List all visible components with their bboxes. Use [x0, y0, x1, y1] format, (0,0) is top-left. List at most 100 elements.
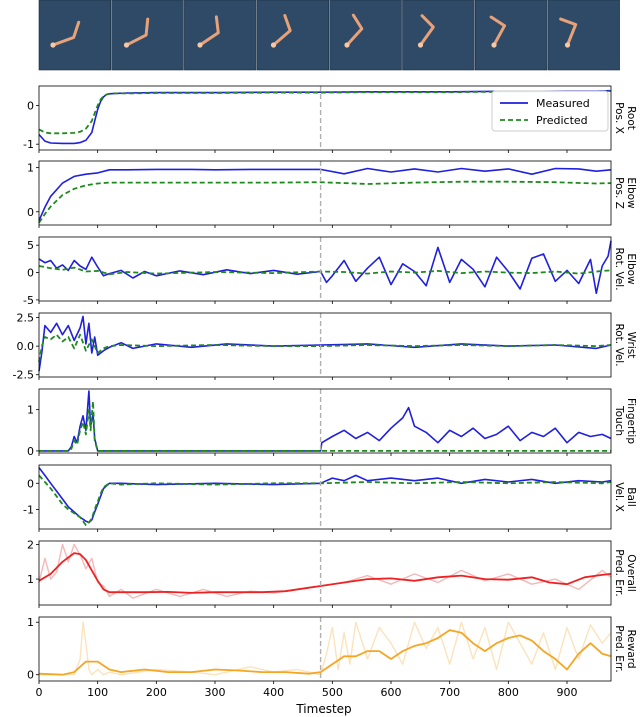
y-axis-label-line: Overall	[625, 554, 637, 592]
x-tick-label: 200	[146, 686, 167, 699]
y-tick-label: 1	[27, 616, 34, 629]
frame-background	[184, 0, 257, 71]
reacher-arm-frame	[51, 20, 81, 47]
x-tick-label: 400	[263, 686, 284, 699]
series-line-predicted	[38, 90, 612, 135]
y-tick-label: 0	[27, 477, 34, 490]
legend: Measured Predicted	[491, 90, 609, 132]
y-axis-label: FingertipTouch	[613, 398, 637, 444]
y-axis-label-line: Elbow	[625, 177, 637, 209]
x-axis-label: Timestep	[295, 702, 351, 716]
y-axis-label-line: Elbow	[625, 253, 637, 285]
panel-frame	[38, 464, 612, 530]
frame-background	[402, 0, 475, 71]
x-tick-label: 100	[87, 686, 108, 699]
frame-2	[111, 0, 184, 71]
frame-strip	[38, 0, 620, 71]
panel-frame	[38, 540, 612, 606]
y-axis-label-line: Rot. Vel.	[613, 323, 625, 366]
arm-base-joint	[344, 42, 350, 48]
y-tick-label: 5	[27, 239, 34, 252]
panel-frame	[38, 312, 612, 378]
y-axis-label: WristRot. Vel.	[613, 323, 637, 366]
x-tick-label: 900	[557, 686, 578, 699]
y-tick-label: 0	[27, 669, 34, 682]
reacher-arm-frame	[559, 17, 578, 47]
y-axis-label-line: Root	[625, 106, 637, 130]
y-tick-label: 0	[27, 445, 34, 458]
y-tick-label: -2.5	[13, 369, 34, 382]
panel-frame	[38, 236, 612, 302]
legend-label: Predicted	[536, 114, 588, 127]
y-axis-label: OverallPred. Err.	[613, 549, 637, 597]
x-tick-label: 700	[439, 686, 460, 699]
series-line-smoothed	[38, 552, 612, 594]
series-line-measured	[38, 240, 612, 295]
series-line-raw	[39, 621, 612, 676]
panel-5: 0 1 FingertipTouch	[27, 388, 637, 458]
arm-base-joint	[123, 42, 130, 48]
y-axis-label-line: Pos. X	[613, 102, 625, 134]
y-tick-label: 0	[27, 267, 34, 280]
arm-base-joint	[50, 42, 56, 48]
series-line-predicted	[38, 474, 612, 526]
panel-7: 1 2 OverallPred. Err.	[27, 538, 637, 608]
y-tick-label: 1	[27, 404, 34, 417]
y-tick-label: 1	[27, 573, 34, 586]
y-tick-label: 0	[27, 206, 34, 219]
y-tick-label: 1	[27, 162, 34, 175]
series-line-predicted	[38, 180, 612, 224]
frame-background	[474, 0, 548, 71]
panel-6: -1 0 BallVel. X	[23, 464, 637, 532]
panel-frame	[38, 160, 612, 226]
y-tick-label: -1	[23, 138, 34, 151]
reacher-arm-frame	[489, 15, 507, 47]
y-tick-label: 0.0	[17, 340, 35, 353]
y-axis-label-line: Pos. Z	[613, 177, 625, 209]
y-axis-label: ElbowRot. Vel.	[613, 247, 637, 290]
legend-box	[491, 90, 609, 132]
reacher-arm-frame	[272, 14, 292, 47]
series-line-measured	[38, 315, 612, 372]
reacher-arm-frame	[125, 17, 150, 47]
y-axis-label-line: Fingertip	[625, 398, 637, 444]
series-line-predicted	[39, 400, 611, 452]
x-tick-label: 300	[205, 686, 226, 699]
arm-base-joint	[491, 42, 497, 48]
y-axis-label: RewardPred. Err.	[613, 625, 637, 673]
panel-8: 0 1 RewardPred. Err.	[27, 616, 637, 684]
y-axis-label-line: Pred. Err.	[613, 549, 625, 597]
frame-3	[184, 0, 257, 71]
y-axis-label-line: Vel. X	[613, 482, 625, 512]
y-axis-label: BallVel. X	[613, 482, 637, 512]
y-tick-label: -5	[23, 294, 34, 307]
x-tick-label: 0	[36, 686, 43, 699]
panel-frame	[38, 85, 612, 151]
frame-5	[329, 0, 402, 71]
y-axis-label-line: Reward	[625, 629, 637, 668]
x-tick-label: 500	[322, 686, 343, 699]
series-line-measured	[38, 167, 612, 221]
arm-base-joint	[197, 42, 203, 48]
panel-3: -5 0 5 ElbowRot. Vel.	[23, 236, 637, 307]
frame-background	[547, 0, 620, 71]
panel-frame	[38, 616, 612, 682]
panel-1: -1 0 RootPos. X	[23, 85, 637, 153]
series-line-predicted	[38, 333, 612, 363]
arm-base-joint	[270, 42, 277, 48]
y-axis-label-line: Touch	[613, 405, 625, 436]
panel-frame	[38, 388, 612, 454]
x-tick-label: 800	[498, 686, 519, 699]
y-tick-label: 0	[27, 99, 34, 112]
y-tick-label: 2	[27, 538, 34, 551]
frame-background	[329, 0, 402, 71]
y-axis-label-line: Pred. Err.	[613, 625, 625, 673]
y-axis-label: RootPos. X	[613, 102, 637, 134]
series-line-measured	[39, 390, 612, 452]
frame-1	[38, 0, 111, 71]
frame-background	[256, 0, 330, 71]
y-tick-label: 2.5	[17, 312, 35, 325]
arm-base-joint	[417, 42, 424, 48]
